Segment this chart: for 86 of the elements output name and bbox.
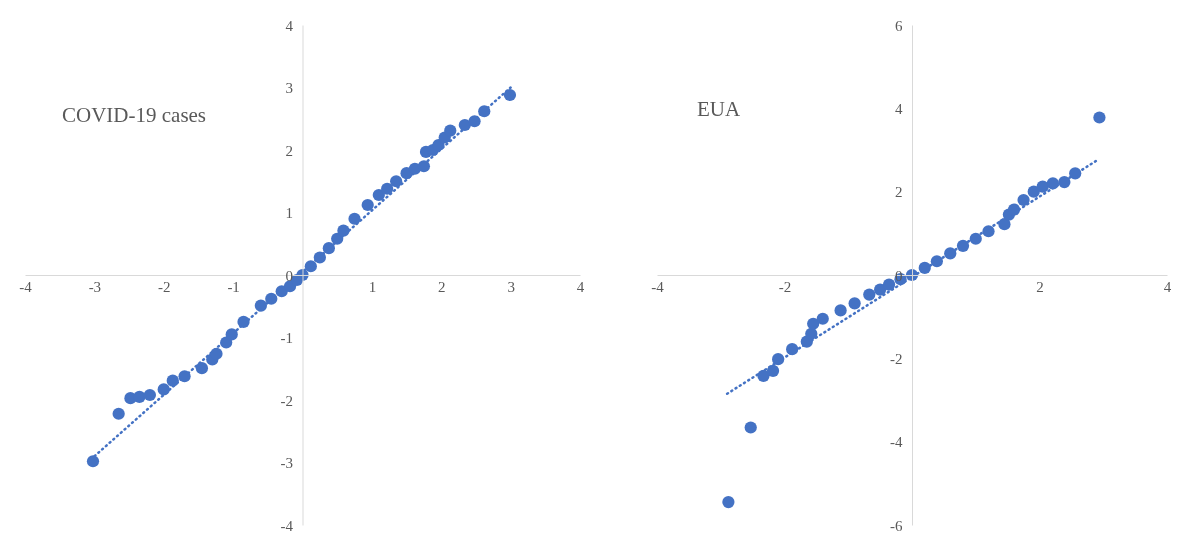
y-tick-label: 4 bbox=[895, 100, 903, 117]
point bbox=[1058, 175, 1071, 189]
point bbox=[1007, 203, 1021, 216]
point bbox=[969, 232, 982, 245]
point bbox=[444, 124, 457, 137]
x-tick-label: -1 bbox=[227, 278, 240, 295]
point bbox=[722, 495, 735, 509]
point bbox=[786, 343, 799, 356]
text: EUA bbox=[697, 97, 741, 121]
point bbox=[133, 390, 146, 403]
point bbox=[348, 212, 361, 225]
point bbox=[331, 232, 344, 245]
y-tick-label: 2 bbox=[895, 184, 903, 201]
point bbox=[225, 328, 238, 341]
x-tick-label: 1 bbox=[368, 278, 377, 295]
point bbox=[195, 362, 209, 375]
point bbox=[956, 239, 970, 252]
y-tick-label: -4 bbox=[280, 517, 294, 534]
point bbox=[265, 292, 278, 305]
point bbox=[944, 247, 957, 260]
point bbox=[166, 374, 179, 387]
point bbox=[313, 251, 326, 264]
y-tick-label: -1 bbox=[280, 330, 293, 346]
point bbox=[744, 421, 757, 434]
point bbox=[848, 297, 861, 310]
y-tick-label: -4 bbox=[890, 434, 903, 451]
point bbox=[458, 118, 471, 132]
text: COVID-19 cases bbox=[62, 103, 207, 127]
point bbox=[237, 315, 250, 328]
y-tick-label: -2 bbox=[890, 350, 903, 367]
y-tick-label: -3 bbox=[280, 455, 293, 471]
point bbox=[757, 369, 770, 382]
point bbox=[772, 353, 785, 366]
point bbox=[816, 312, 829, 325]
point bbox=[918, 261, 931, 275]
point bbox=[254, 299, 267, 312]
y-tick-label: -2 bbox=[280, 392, 293, 409]
x-tick-label: 2 bbox=[1036, 278, 1044, 295]
x-tick-label: 4 bbox=[576, 278, 585, 295]
point bbox=[468, 115, 481, 128]
y-tick-label: 1 bbox=[285, 205, 293, 221]
point bbox=[805, 327, 818, 340]
y-tick-label: -6 bbox=[890, 517, 903, 534]
y-tick-label: 6 bbox=[895, 17, 903, 34]
point bbox=[998, 218, 1011, 231]
point bbox=[361, 198, 374, 212]
point bbox=[503, 88, 517, 102]
x-tick-label: 3 bbox=[507, 278, 515, 295]
point bbox=[112, 407, 125, 420]
point bbox=[372, 188, 385, 202]
y-tick-label: 2 bbox=[285, 142, 293, 159]
point bbox=[210, 347, 223, 360]
point bbox=[807, 317, 820, 330]
point bbox=[1027, 185, 1040, 198]
point bbox=[1069, 167, 1082, 180]
point bbox=[863, 288, 876, 301]
point bbox=[1036, 180, 1049, 193]
x-tick-label: -2 bbox=[778, 278, 792, 295]
point bbox=[381, 182, 394, 195]
point bbox=[304, 260, 317, 273]
point bbox=[1017, 193, 1030, 207]
point bbox=[322, 242, 335, 255]
point bbox=[1093, 111, 1106, 124]
x-tick-label: -4 bbox=[651, 278, 665, 295]
x-tick-label: -4 bbox=[19, 278, 33, 295]
x-tick-label: -3 bbox=[88, 278, 102, 295]
point bbox=[930, 255, 943, 268]
y-tick-label: 0 bbox=[285, 267, 293, 284]
point bbox=[478, 105, 491, 118]
x-tick-label: 2 bbox=[438, 278, 446, 295]
point bbox=[390, 175, 403, 188]
point bbox=[1046, 177, 1060, 190]
x-tick-label: -2 bbox=[158, 278, 171, 295]
point bbox=[178, 370, 191, 383]
point bbox=[157, 383, 170, 396]
x-tick-label: 4 bbox=[1163, 278, 1172, 295]
point bbox=[834, 304, 847, 317]
point bbox=[337, 224, 350, 237]
y-tick-label: 4 bbox=[285, 17, 294, 34]
point bbox=[982, 225, 995, 238]
y-tick-label: 3 bbox=[285, 80, 293, 96]
point bbox=[417, 160, 431, 173]
point bbox=[86, 455, 100, 468]
point bbox=[882, 278, 896, 291]
point bbox=[766, 364, 780, 377]
point bbox=[143, 388, 156, 402]
